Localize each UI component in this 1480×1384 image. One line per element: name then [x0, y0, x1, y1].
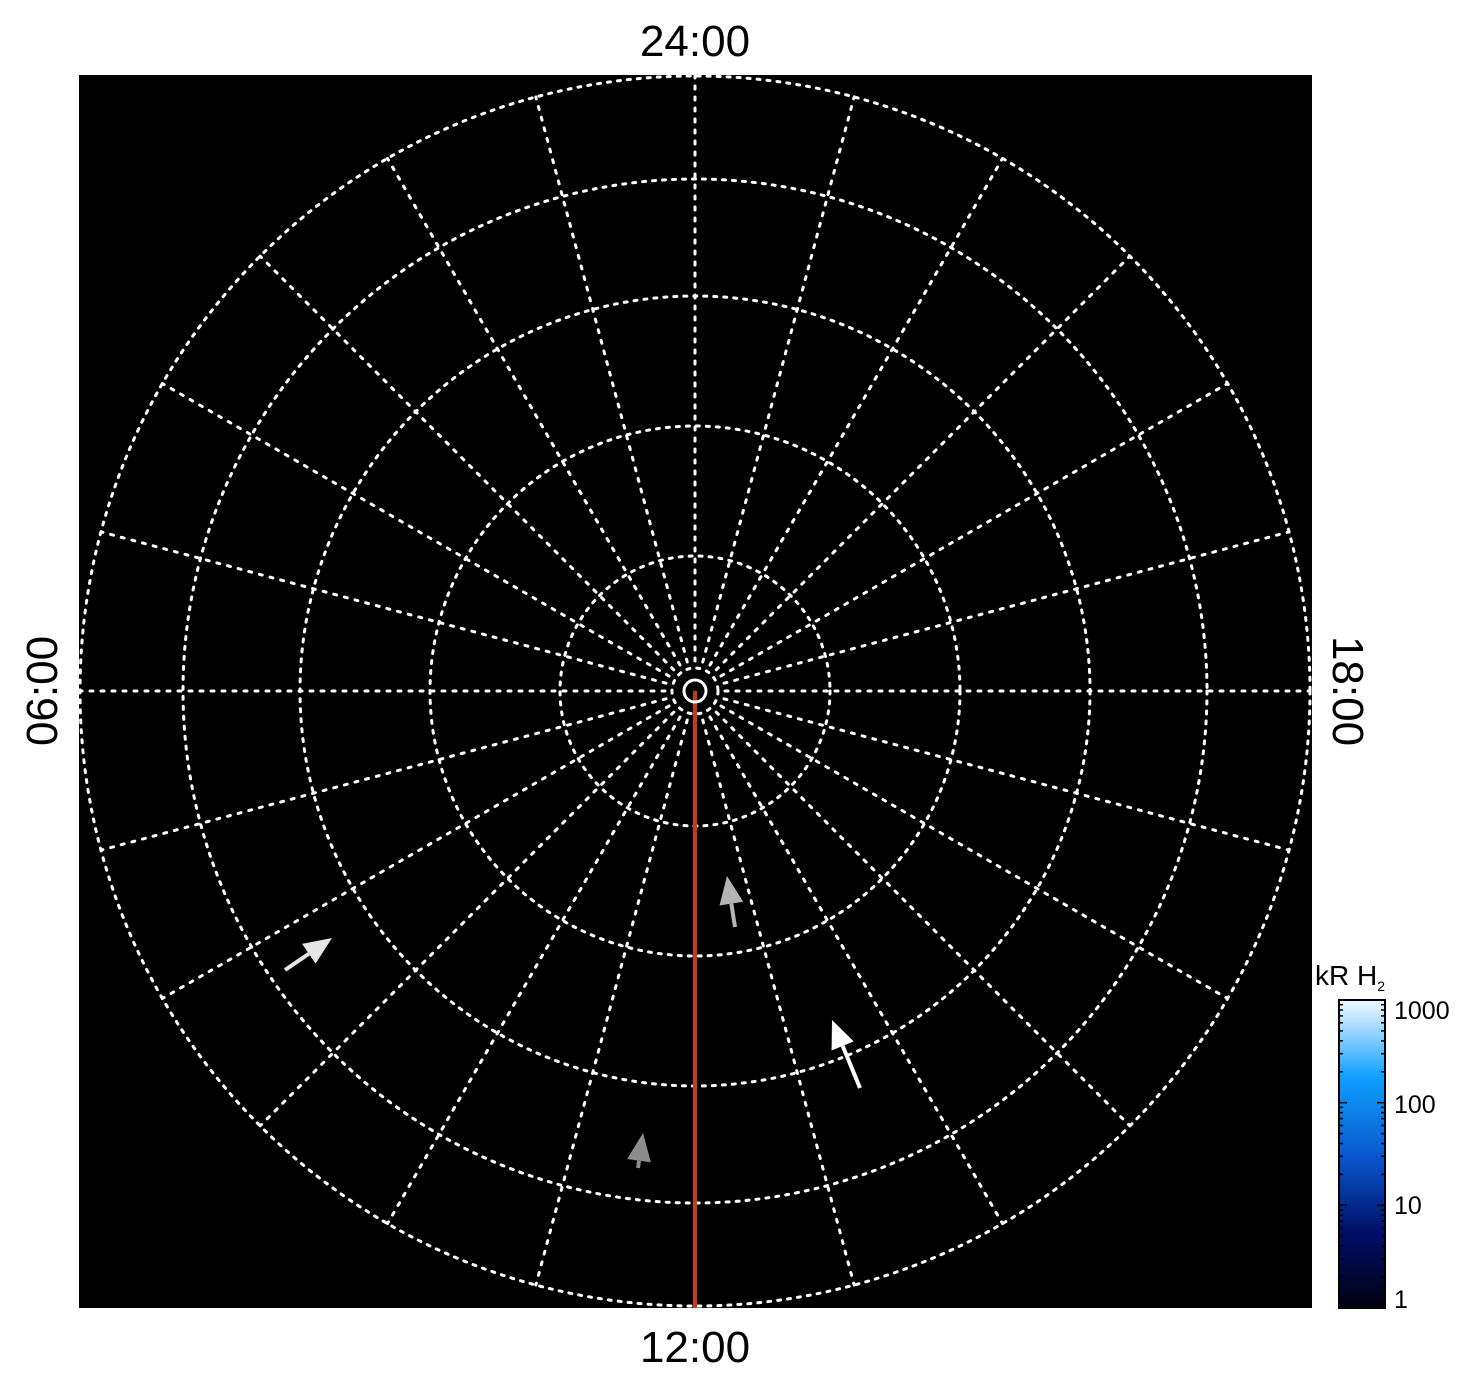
arrow-shaft: [283, 952, 310, 972]
arrow-head: [302, 938, 332, 964]
meridian-line: [722, 530, 1291, 685]
label-right: 18:00: [1323, 636, 1372, 746]
arrow-head: [719, 876, 744, 906]
meridian-line: [708, 156, 1004, 667]
meridian-line: [160, 382, 671, 678]
arrow-shaft: [636, 1160, 642, 1169]
meridian-line: [714, 254, 1132, 672]
colorbar-tick-label: 1: [1394, 1286, 1408, 1314]
latitude-circle: [670, 666, 720, 716]
meridian-line: [719, 704, 1230, 1000]
label-left: 06:00: [18, 636, 67, 746]
meridian-line: [708, 715, 1004, 1226]
colorbar-title: kR H2: [1315, 960, 1385, 994]
arrow-shaft: [840, 1045, 862, 1089]
meridian-line: [99, 697, 668, 852]
meridian-line: [701, 718, 856, 1287]
meridian-line: [258, 710, 676, 1128]
meridian-line: [701, 95, 856, 664]
colorbar-tick-label: 100: [1394, 1091, 1436, 1119]
meridian-line: [386, 156, 682, 667]
arrow: [719, 876, 744, 928]
label-bottom: 12:00: [640, 1323, 750, 1372]
meridian-line: [258, 254, 676, 672]
colorbar: [1338, 999, 1386, 1309]
meridian-line: [719, 382, 1230, 678]
arrow-head: [627, 1133, 651, 1163]
meridian-line: [722, 697, 1291, 852]
arrow: [283, 938, 332, 972]
label-top: 24:00: [640, 17, 750, 66]
colorbar-title-text: kR H: [1315, 960, 1377, 991]
meridian-line: [714, 710, 1132, 1128]
colorbar-title-subscript: 2: [1377, 978, 1385, 994]
meridian-line: [534, 718, 689, 1287]
arrow-shaft: [729, 903, 737, 928]
meridian-line: [534, 95, 689, 664]
meridian-line: [160, 704, 671, 1000]
colorbar-ticks: [1339, 1003, 1385, 1309]
pole-marker: [682, 678, 708, 704]
arrows: [283, 876, 862, 1169]
arrow: [831, 1020, 862, 1089]
arrow: [627, 1133, 651, 1169]
meridian-line: [99, 530, 668, 685]
arrow-head: [831, 1020, 854, 1051]
meridian-line: [386, 715, 682, 1226]
colorbar-tick-label: 1000: [1394, 997, 1450, 1025]
grid: [78, 74, 1312, 1308]
colorbar-tick-label: 10: [1394, 1192, 1422, 1220]
